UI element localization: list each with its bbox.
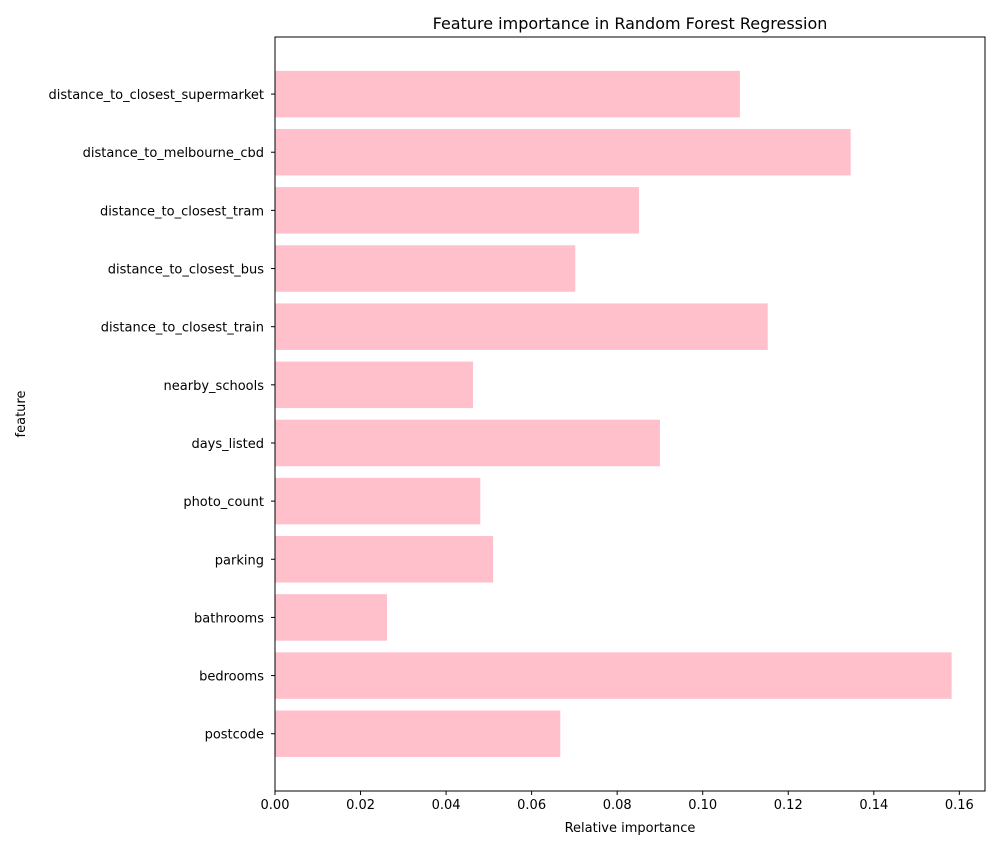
y-tick-label: distance_to_closest_bus: [108, 263, 264, 278]
y-axis-title: feature: [14, 391, 29, 438]
bar-distance-to-closest-train: [275, 303, 768, 350]
y-tick-label: parking: [215, 553, 264, 568]
x-tick-label: 0.16: [945, 798, 974, 813]
plot-frame: [274, 36, 986, 792]
y-tick-label: bedrooms: [199, 670, 264, 685]
x-axis-title: Relative importance: [565, 821, 696, 836]
bar-days-listed: [275, 419, 660, 467]
x-tick-label: 0.04: [432, 798, 461, 813]
bar-distance-to-closest-tram: [275, 187, 639, 234]
x-tick-label: 0.02: [346, 798, 375, 813]
y-tick-label: distance_to_closest_train: [101, 321, 264, 336]
y-tick-label: distance_to_closest_supermarket: [48, 88, 264, 103]
y-tick-label: photo_count: [183, 495, 264, 510]
bar-distance-to-melbourne-cbd: [275, 128, 851, 176]
bar-nearby-schools: [275, 361, 474, 409]
chart-title: Feature importance in Random Forest Regr…: [433, 14, 828, 33]
x-tick-label: 0.00: [261, 798, 290, 813]
y-tick-label: nearby_schools: [164, 379, 265, 394]
x-axis-ticks: 0.00 0.02 0.04 0.06 0.08 0.10 0.12 0.14 0.16: [261, 791, 974, 813]
y-tick-label: distance_to_closest_tram: [100, 204, 264, 219]
x-tick-label: 0.12: [774, 798, 803, 813]
x-tick-label: 0.10: [688, 798, 717, 813]
y-tick-label: days_listed: [191, 437, 264, 452]
y-axis-ticks: postcode bedrooms bathrooms parking photo_co…: [48, 88, 275, 743]
y-tick-label: bathrooms: [194, 611, 264, 626]
bar-bedrooms: [275, 652, 952, 699]
x-tick-label: 0.06: [517, 798, 546, 813]
x-tick-label: 0.14: [859, 798, 888, 813]
bar-bathrooms: [275, 594, 388, 641]
y-tick-label: postcode: [205, 728, 264, 743]
bars-group: [275, 70, 952, 757]
bar-postcode: [275, 710, 561, 757]
bar-parking: [275, 536, 494, 583]
bar-distance-to-closest-bus: [275, 245, 576, 292]
bar-distance-to-closest-supermarket: [275, 70, 740, 118]
x-tick-label: 0.08: [603, 798, 632, 813]
bar-photo-count: [275, 477, 481, 525]
y-tick-label: distance_to_melbourne_cbd: [83, 146, 264, 161]
